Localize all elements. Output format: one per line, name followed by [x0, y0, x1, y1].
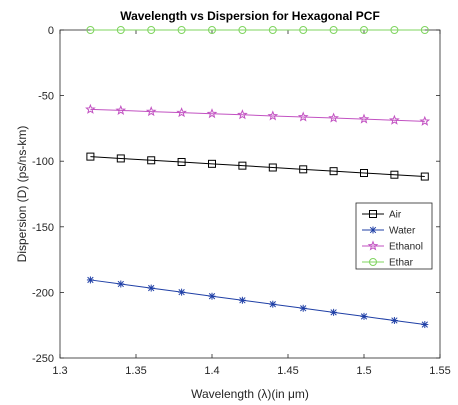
x-tick-label: 1.5 [356, 365, 371, 377]
data-point-ethar [299, 26, 308, 34]
data-point-ethar [268, 26, 277, 34]
x-axis-label: Wavelength (λ)(in μm) [191, 387, 309, 401]
data-point-ethanol [358, 113, 370, 124]
legend-label-ethar: Ethar [389, 258, 414, 269]
data-point-air [268, 163, 277, 172]
data-point-ethanol [419, 115, 431, 126]
y-axis-ticks: 0 -50 -100 -150 -200 -250 [32, 25, 440, 365]
data-point-air [329, 167, 338, 176]
series-line-water [90, 279, 425, 326]
legend-label-water: Water [389, 226, 416, 237]
data-point-water [86, 276, 94, 284]
data-point-water [269, 300, 277, 308]
data-point-air [299, 165, 308, 174]
data-point-water [238, 296, 246, 304]
data-point-water [330, 308, 338, 316]
series-layer [85, 26, 431, 329]
data-point-ethar [420, 26, 429, 34]
data-point-ethanol [267, 110, 279, 121]
legend-marker-water [369, 226, 377, 234]
data-point-air [238, 161, 247, 170]
data-point-ethanol [206, 108, 218, 119]
data-point-ethanol [389, 114, 400, 125]
data-point-ethar [390, 26, 399, 34]
series-line-air [90, 156, 425, 178]
data-point-ethanol [237, 109, 248, 120]
data-point-ethanol [115, 104, 127, 115]
data-point-ethanol [176, 107, 187, 118]
legend-marker-ethar [369, 258, 377, 266]
data-point-ethanol [297, 111, 309, 122]
data-point-water [178, 288, 186, 296]
data-point-ethanol [328, 112, 339, 123]
x-axis-ticks: 1.3 1.35 1.4 1.45 1.5 1.55 [52, 30, 451, 377]
data-point-air [177, 157, 186, 166]
data-point-ethar [86, 26, 95, 34]
legend-label-ethanol: Ethanol [389, 242, 423, 253]
data-point-ethar [238, 26, 247, 34]
data-point-water [299, 304, 307, 312]
data-point-ethar [208, 26, 216, 34]
data-point-ethar [147, 26, 156, 34]
data-point-ethanol [85, 103, 96, 114]
x-tick-label: 1.3 [52, 365, 67, 377]
data-point-ethar [177, 26, 186, 34]
chart-title: Wavelength vs Dispersion for Hexagonal P… [120, 9, 380, 23]
data-point-ethar [116, 26, 125, 34]
data-point-air [390, 170, 399, 179]
legend-marker-air [369, 210, 377, 218]
data-point-water [390, 316, 398, 324]
y-tick-label: -150 [32, 222, 54, 234]
data-point-ethanol [145, 106, 157, 117]
data-point-air [360, 169, 368, 178]
y-tick-label: -250 [32, 353, 54, 365]
plot-area [59, 29, 441, 359]
y-tick-label: -200 [32, 287, 54, 299]
data-point-air [86, 152, 95, 161]
x-tick-label: 1.45 [277, 365, 298, 377]
data-point-water [147, 284, 155, 292]
y-tick-label: -100 [32, 156, 54, 168]
x-tick-label: 1.35 [125, 365, 146, 377]
data-point-air [208, 159, 216, 168]
data-point-air [420, 172, 429, 181]
data-point-water [360, 312, 368, 320]
series-line-ethanol [90, 108, 425, 122]
data-point-water [117, 280, 125, 288]
y-tick-label: 0 [48, 25, 54, 37]
x-tick-label: 1.4 [204, 365, 219, 377]
x-tick-label: 1.55 [429, 365, 450, 377]
data-point-ethar [329, 26, 338, 34]
y-tick-label: -50 [38, 91, 54, 103]
data-point-water [208, 292, 216, 300]
data-point-ethar [360, 26, 368, 34]
data-point-air [147, 156, 156, 165]
data-point-water [421, 321, 429, 329]
legend: Air Water Ethanol Ethar [355, 202, 433, 270]
y-axis-label: Dispersion (D) (ps/ns-km) [15, 126, 29, 263]
legend-label-air: Air [389, 210, 402, 221]
data-point-air [116, 154, 125, 163]
legend-marker-ethanol [367, 240, 379, 251]
